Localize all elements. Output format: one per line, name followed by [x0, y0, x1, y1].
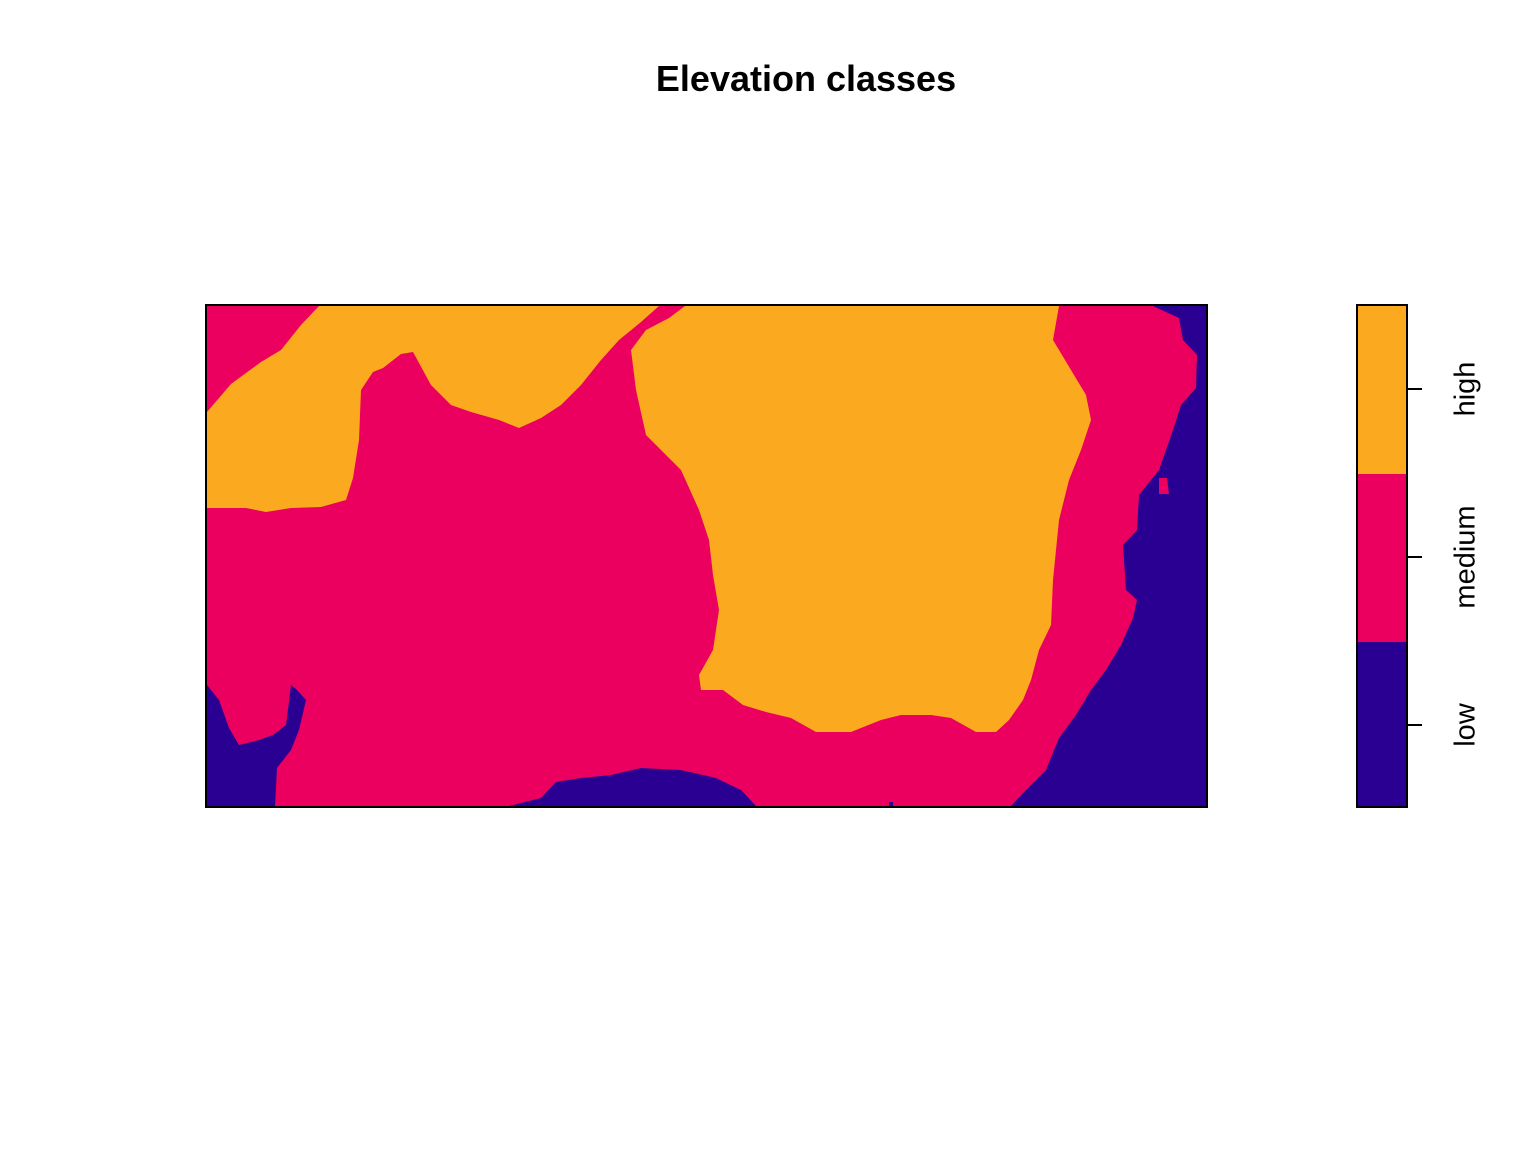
legend-swatch-medium — [1358, 474, 1406, 642]
low-elevation-south — [509, 768, 756, 806]
legend-label-low: low — [1449, 703, 1482, 747]
chart-title: Elevation classes — [655, 58, 957, 99]
low-elevation-east — [1011, 306, 1206, 806]
low-elevation-speck — [889, 802, 893, 806]
high-elevation-central — [631, 306, 1091, 732]
legend-label-high: high — [1449, 361, 1482, 417]
legend-swatch-high — [1358, 306, 1406, 474]
high-elevation-northwest — [207, 306, 659, 512]
legend-tick-medium — [1408, 556, 1422, 558]
legend-color-bar — [1356, 304, 1408, 808]
legend-tick-low — [1408, 724, 1422, 726]
medium-elevation-inlet — [1159, 478, 1169, 494]
legend-label-medium: medium — [1449, 505, 1482, 609]
legend-swatch-low — [1358, 642, 1406, 806]
low-elevation-southwest — [207, 685, 306, 806]
raster-map — [205, 304, 1208, 808]
legend-tick-high — [1408, 388, 1422, 390]
